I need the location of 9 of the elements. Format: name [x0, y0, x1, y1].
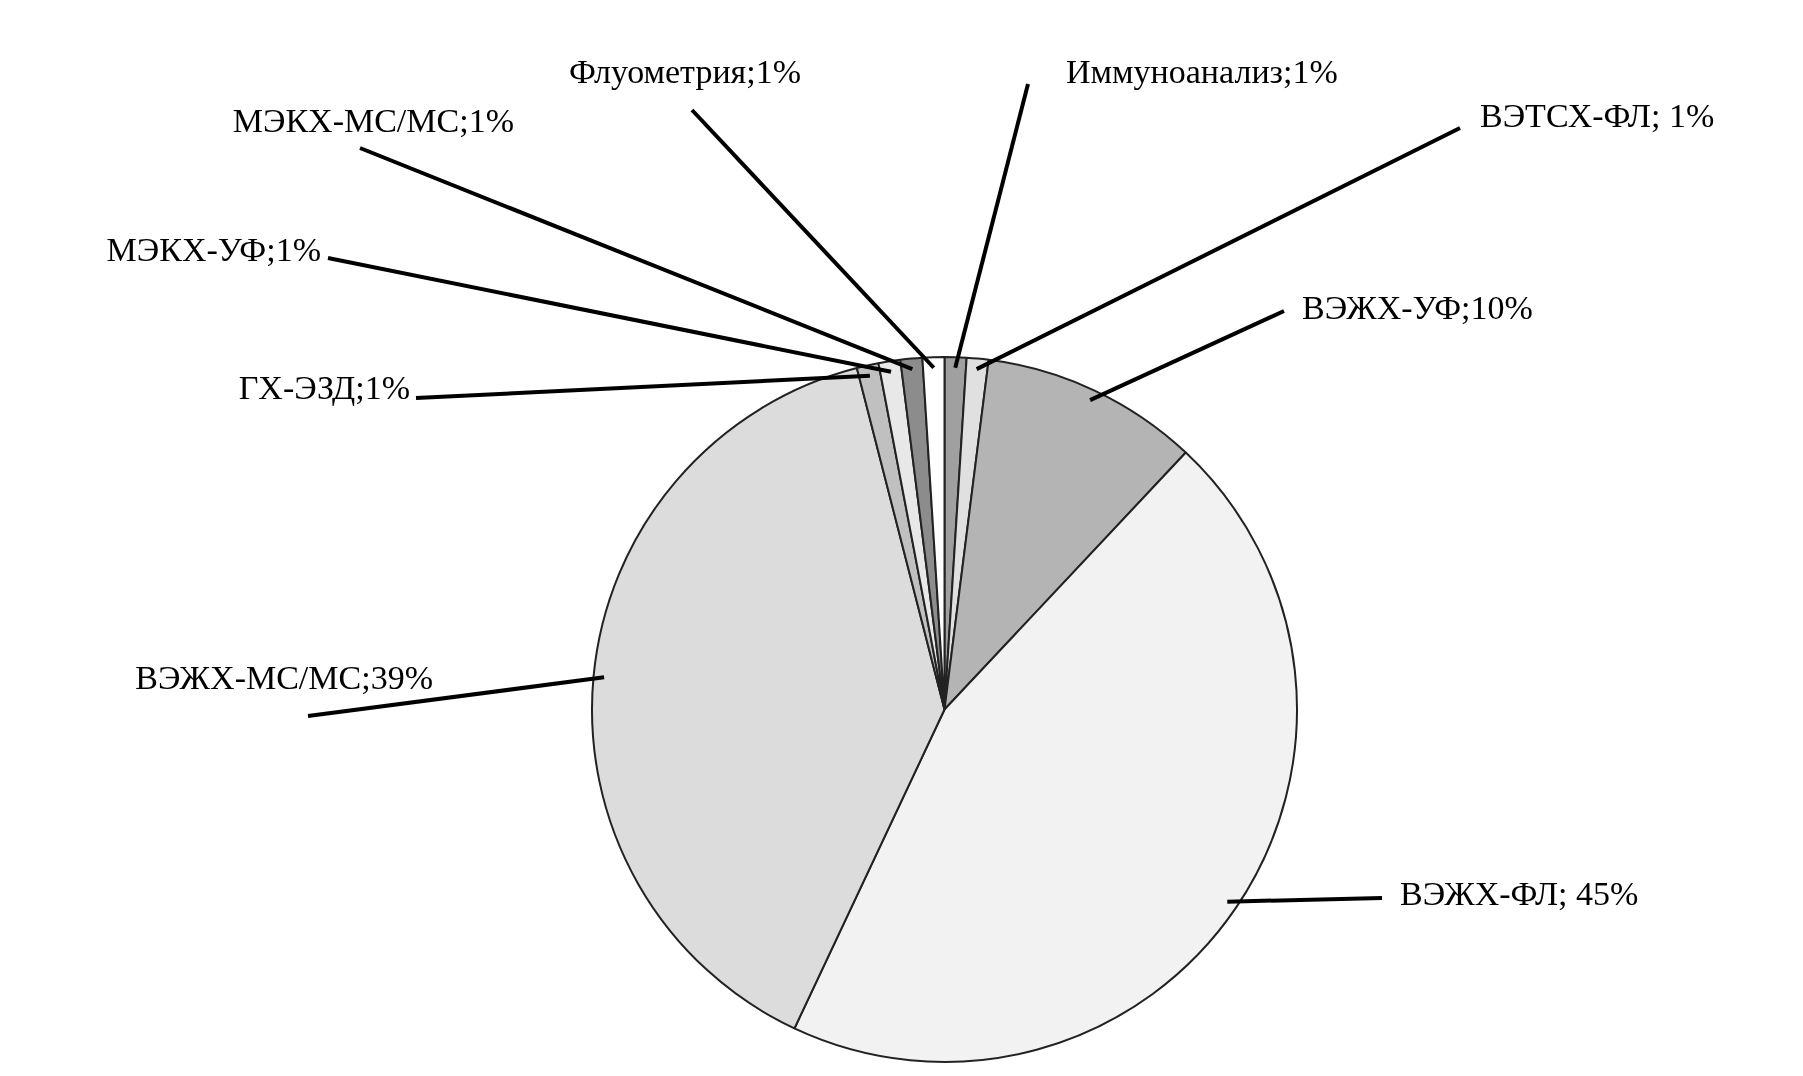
slice-label: ВЭЖХ-УФ;10% [1302, 288, 1533, 326]
slice-label: МЭКХ-МС/МС;1% [232, 101, 514, 139]
slice-label: Иммуноанализ;1% [1066, 52, 1338, 90]
slice-label: ВЭЖХ-ФЛ; 45% [1400, 874, 1639, 912]
slice-label: ВЭТСХ-ФЛ; 1% [1480, 96, 1715, 134]
slice-label: ГХ-ЭЗД;1% [238, 368, 410, 406]
slice-label: МЭКХ-УФ;1% [106, 230, 321, 268]
slice-label: Флуометрия;1% [568, 52, 801, 90]
slice-label: ВЭЖХ-МС/МС;39% [135, 658, 433, 696]
